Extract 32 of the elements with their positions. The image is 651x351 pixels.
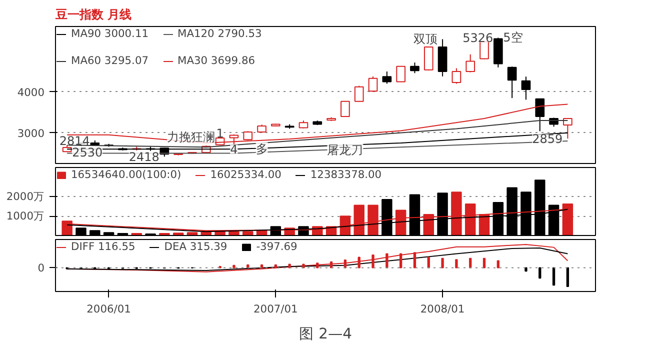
legend-label: -397.69 — [256, 240, 298, 253]
annotation: 2859 — [532, 132, 563, 146]
x-tick-label: 2008/01 — [420, 302, 465, 316]
annotation: 5空 — [503, 30, 523, 45]
legend-label: DEA 315.39 — [164, 240, 228, 253]
x-tick-label: 2007/01 — [254, 302, 298, 316]
legend-label: 16534640.00(100:0) — [71, 168, 182, 181]
y-tick-label: 3000 — [17, 126, 45, 140]
annotation: 屠龙刀 — [327, 143, 364, 158]
legend-label: DIFF 116.55 — [71, 240, 136, 253]
x-tick-label: 2006/01 — [86, 302, 131, 316]
y-tick-label: 4000 — [17, 86, 45, 99]
annotation: 2418 — [128, 150, 160, 164]
annotation: 多 — [256, 142, 268, 156]
annotation: 5326 — [462, 31, 494, 46]
y-tick-label: 2000万 — [6, 190, 45, 204]
caption: 图 2—4 — [299, 326, 352, 342]
legend-label: MA60 3295.07 — [71, 54, 148, 67]
legend-label: MA30 3699.86 — [178, 54, 255, 67]
legend-label: 12383378.00 — [310, 168, 382, 181]
annotation: 4 — [230, 142, 238, 157]
annotation: 双顶 — [414, 32, 438, 46]
legend-label: MA120 2790.53 — [178, 27, 262, 40]
legend-label: 16025334.00 — [210, 168, 282, 181]
chart-title: 豆一指数 月线 — [54, 8, 132, 22]
annotation: 力挽狂澜 — [167, 130, 216, 144]
y-tick-label: 1000万 — [6, 210, 45, 223]
annotation: 2814 — [59, 134, 90, 148]
legend-label: MA90 3000.11 — [71, 27, 148, 40]
annotation: 1 — [216, 126, 224, 140]
ref-line-label: 0 — [38, 262, 45, 275]
annotation: 2530 — [72, 146, 103, 160]
